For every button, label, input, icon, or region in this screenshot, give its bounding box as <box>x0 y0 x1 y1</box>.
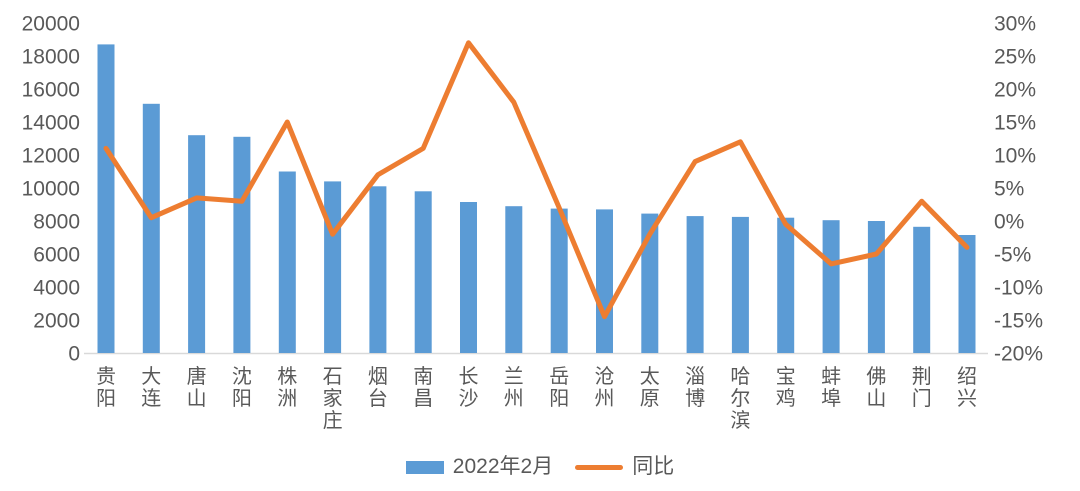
x-axis-label-哈尔滨: 哈尔滨 <box>730 365 750 432</box>
left-axis: 0 2000 4000 6000 8000 10000 12000 14000 16000 180… <box>22 12 80 365</box>
bar-哈尔滨 <box>731 216 749 353</box>
left-axis-tick-label: 12000 <box>22 144 80 167</box>
x-axis-label-大连: 大连 <box>141 365 161 410</box>
x-axis-label-淄博: 淄博 <box>685 365 705 410</box>
x-axis-label-蚌埠: 蚌埠 <box>821 365 841 410</box>
x-axis-label-佛山: 佛山 <box>866 365 886 410</box>
left-axis-tick-label: 8000 <box>33 210 80 233</box>
right-axis-tick-label: -5% <box>994 243 1031 266</box>
right-axis-tick-label: -20% <box>994 342 1043 365</box>
left-axis-tick-label: 16000 <box>22 78 80 101</box>
line-series-label: 同比 <box>632 455 675 478</box>
bar-宝鸡 <box>777 217 795 353</box>
bar-贵阳 <box>97 44 115 354</box>
x-axis-label-长沙: 长沙 <box>459 365 479 410</box>
bar-太原 <box>641 213 659 353</box>
bar-沈阳 <box>233 136 251 353</box>
x-axis-label-石家庄: 石家庄 <box>323 366 343 432</box>
x-axis-label-岳阳: 岳阳 <box>549 365 569 410</box>
bar-series <box>97 44 976 354</box>
bar-唐山 <box>188 135 206 353</box>
x-axis-label-宝鸡: 宝鸡 <box>776 365 796 410</box>
x-axis-label-荆门: 荆门 <box>912 365 932 410</box>
x-axis-label-太原: 太原 <box>640 365 660 410</box>
bar-南昌 <box>414 191 432 353</box>
line-series <box>103 40 970 320</box>
bar-蚌埠 <box>822 220 840 353</box>
x-axis-label-株洲: 株洲 <box>277 365 297 410</box>
legend: 2022年2月 同比 <box>0 454 1080 480</box>
right-axis-tick-label: 25% <box>994 45 1036 68</box>
left-axis-tick-label: 2000 <box>33 309 80 332</box>
x-axis-label-烟台: 烟台 <box>368 365 388 410</box>
x-axis-label-绍兴: 绍兴 <box>957 365 977 410</box>
left-axis-tick-label: 14000 <box>22 111 80 134</box>
right-axis-tick-label: -15% <box>994 309 1043 332</box>
right-axis-tick-label: -10% <box>994 276 1043 299</box>
right-axis-tick-label: 30% <box>994 12 1036 35</box>
right-axis-tick-label: 0% <box>994 210 1024 233</box>
bar-佛山 <box>867 221 885 353</box>
x-axis-label-沈阳: 沈阳 <box>232 365 252 410</box>
x-axis-label-贵阳: 贵阳 <box>96 365 116 410</box>
bar-兰州 <box>505 206 523 353</box>
bar-岳阳 <box>550 208 568 353</box>
x-axis-label-兰州: 兰州 <box>504 365 524 410</box>
bar-荆门 <box>913 226 931 353</box>
bar-series-swatch <box>405 460 444 474</box>
right-axis: -20% -15% -10% -5% 0% 5% 10% 15% 20% 25% 30% <box>994 12 1043 365</box>
right-axis-tick-label: 10% <box>994 144 1036 167</box>
right-axis-tick-label: 5% <box>994 177 1024 200</box>
right-axis-tick-label: 15% <box>994 111 1036 134</box>
bar-淄博 <box>686 216 704 353</box>
bar-烟台 <box>369 186 387 353</box>
left-axis-tick-label: 6000 <box>33 243 80 266</box>
bar-株洲 <box>278 171 296 353</box>
bar-长沙 <box>460 202 477 353</box>
legend-item-line-series: 同比 <box>575 454 674 480</box>
x-axis-label-沧州: 沧州 <box>595 365 615 410</box>
bar-沧州 <box>596 209 613 353</box>
left-axis-tick-label: 20000 <box>22 12 80 35</box>
bar-绍兴 <box>958 235 976 353</box>
left-axis-tick-label: 4000 <box>33 276 80 299</box>
bar-石家庄 <box>324 181 342 353</box>
left-axis-tick-label: 10000 <box>22 177 80 200</box>
line-series-swatch <box>575 464 624 470</box>
chart-plot-area: 0 2000 4000 6000 8000 10000 12000 14000 16000 180… <box>22 12 1043 432</box>
right-axis-tick-label: 20% <box>994 78 1036 101</box>
left-axis-tick-label: 18000 <box>22 45 80 68</box>
legend-item-bar-series: 2022年2月 <box>405 454 554 480</box>
left-axis-tick-label: 0 <box>68 342 80 365</box>
bar-series-label: 2022年2月 <box>452 455 554 478</box>
x-axis-label-南昌: 南昌 <box>413 365 433 410</box>
bar-大连 <box>142 103 160 353</box>
x-axis-label-唐山: 唐山 <box>187 365 207 410</box>
